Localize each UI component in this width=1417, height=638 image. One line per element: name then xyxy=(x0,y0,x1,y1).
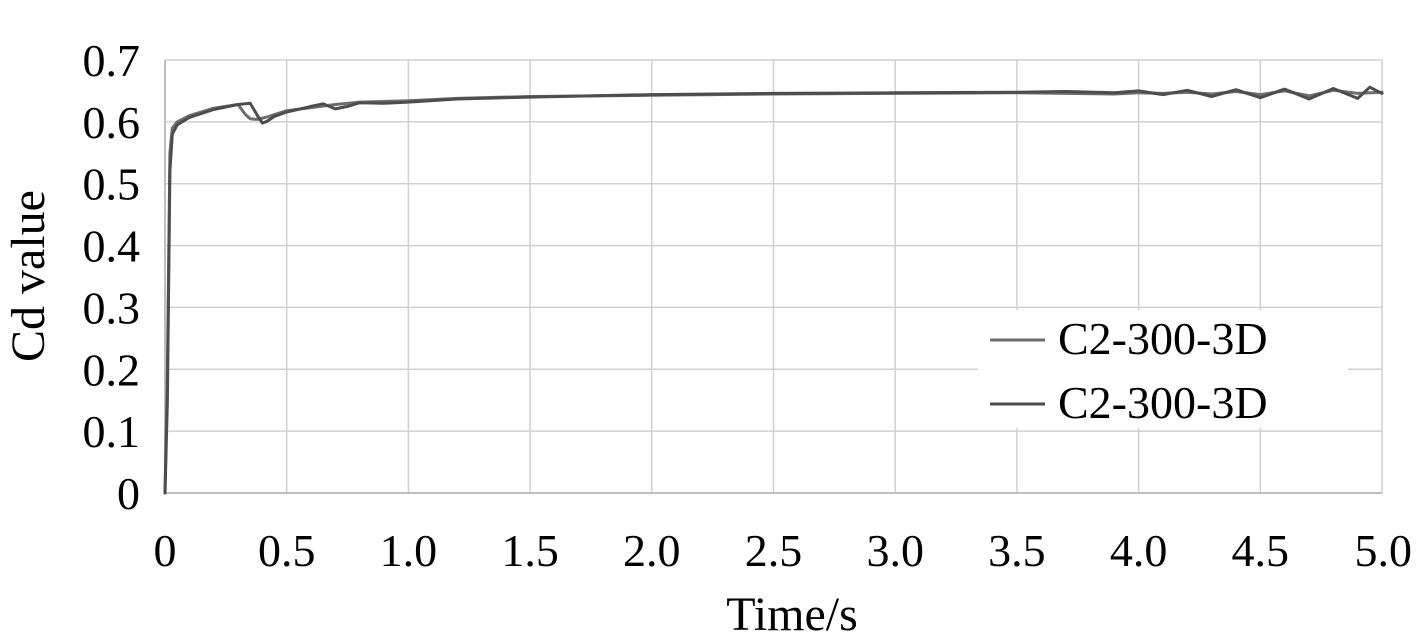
y-axis-title: Cd value xyxy=(2,190,55,362)
x-tick-label: 1.5 xyxy=(501,525,559,576)
y-tick-label: 0.7 xyxy=(83,35,141,86)
y-tick-label: 0.2 xyxy=(83,344,141,395)
x-tick-label: 3.5 xyxy=(988,525,1046,576)
y-tick-label: 0.6 xyxy=(83,97,141,148)
x-tick-label: 5.0 xyxy=(1355,525,1413,576)
legend-entry: C2-300-3D xyxy=(1058,313,1268,364)
x-tick-label: 0.5 xyxy=(258,525,316,576)
y-tick-label: 0.5 xyxy=(83,159,141,210)
x-tick-label: 4.0 xyxy=(1110,525,1168,576)
legend-entry: C2-300-3D xyxy=(1058,377,1268,428)
y-tick-label: 0.4 xyxy=(83,221,141,272)
x-tick-label: 4.5 xyxy=(1232,525,1290,576)
y-tick-label: 0.1 xyxy=(83,406,141,457)
x-tick-label: 3.0 xyxy=(866,525,924,576)
x-tick-label: 2.0 xyxy=(623,525,681,576)
y-tick-label: 0.3 xyxy=(83,282,141,333)
legend-box xyxy=(978,310,1348,428)
legend: C2-300-3D C2-300-3D xyxy=(978,310,1348,428)
series-line xyxy=(163,85,1384,495)
y-tick-label: 0 xyxy=(117,468,140,519)
x-tick-label: 2.5 xyxy=(745,525,803,576)
x-tick-label: 1.0 xyxy=(380,525,438,576)
x-tick-label: 0 xyxy=(154,525,177,576)
grid xyxy=(165,59,1383,493)
x-axis-title: Time/s xyxy=(726,588,858,638)
series xyxy=(163,85,1384,495)
tick-labels: 0 0.1 0.2 0.3 0.4 0.5 0.6 0.7 0 0.5 1.0 1.5 2.0 2.5 3.… xyxy=(83,35,1413,576)
